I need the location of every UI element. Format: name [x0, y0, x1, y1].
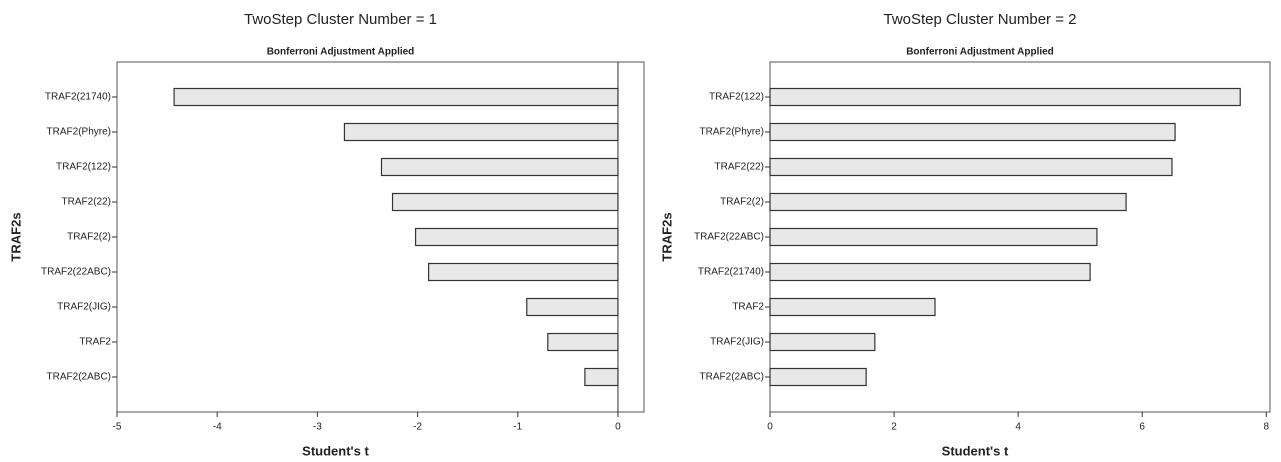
bar: [391, 192, 619, 212]
y-tick-label: TRAF2(Phyre): [47, 127, 111, 138]
bar: [769, 122, 1176, 142]
bar: [769, 192, 1127, 212]
bar: [769, 367, 867, 387]
y-axis-label: TRAF2s: [659, 212, 674, 261]
x-axis-label: Student's t: [302, 443, 369, 458]
y-tick-label: TRAF2(Phyre): [700, 127, 764, 138]
chart-subtitle: Bonferroni Adjustment Applied: [906, 47, 1054, 58]
y-tick-label: TRAF2(22ABC): [41, 267, 111, 278]
bar: [769, 227, 1098, 247]
bar: [584, 367, 619, 387]
x-tick-label: -2: [413, 422, 422, 433]
y-tick-label: TRAF2(2ABC): [47, 372, 111, 383]
chart-title: TwoStep Cluster Number = 2: [883, 11, 1076, 28]
bar: [173, 87, 619, 107]
bar: [414, 227, 619, 247]
x-tick-label: -1: [513, 422, 522, 433]
x-tick-label: 2: [891, 422, 897, 433]
x-tick-label: 8: [1263, 422, 1269, 433]
y-tick-label: TRAF2(2ABC): [700, 372, 764, 383]
bar: [427, 262, 619, 282]
y-tick-label: TRAF2: [79, 337, 111, 348]
x-tick-label: -3: [313, 422, 322, 433]
x-tick-label: -4: [213, 422, 222, 433]
y-tick-label: TRAF2(22): [62, 197, 111, 208]
chart-title: TwoStep Cluster Number = 1: [244, 11, 437, 28]
y-tick-label: TRAF2(21740): [698, 267, 764, 278]
y-tick-label: TRAF2(22ABC): [694, 232, 764, 243]
bar: [526, 297, 619, 317]
bar: [769, 157, 1173, 177]
bar: [380, 157, 619, 177]
bar: [343, 122, 619, 142]
x-tick-label: 0: [615, 422, 621, 433]
x-tick-label: 6: [1139, 422, 1145, 433]
y-tick-label: TRAF2(2): [720, 197, 764, 208]
y-tick-label: TRAF2(2): [67, 232, 111, 243]
chart-subtitle: Bonferroni Adjustment Applied: [267, 47, 415, 58]
x-tick-label: -5: [113, 422, 122, 433]
bar: [547, 332, 619, 352]
y-axis-label: TRAF2s: [8, 212, 23, 261]
x-tick-label: 0: [767, 422, 773, 433]
bar: [769, 262, 1091, 282]
x-tick-label: 4: [1015, 422, 1021, 433]
bar: [769, 332, 876, 352]
y-tick-label: TRAF2(21740): [45, 92, 111, 103]
y-tick-label: TRAF2(JIG): [710, 337, 764, 348]
y-tick-label: TRAF2(JIG): [57, 302, 111, 313]
bar: [769, 87, 1241, 107]
x-axis-label: Student's t: [942, 443, 1009, 458]
bar: [769, 297, 936, 317]
y-tick-label: TRAF2: [732, 302, 764, 313]
y-tick-label: TRAF2(22): [715, 162, 764, 173]
y-tick-label: TRAF2(122): [56, 162, 111, 173]
y-tick-label: TRAF2(122): [709, 92, 764, 103]
